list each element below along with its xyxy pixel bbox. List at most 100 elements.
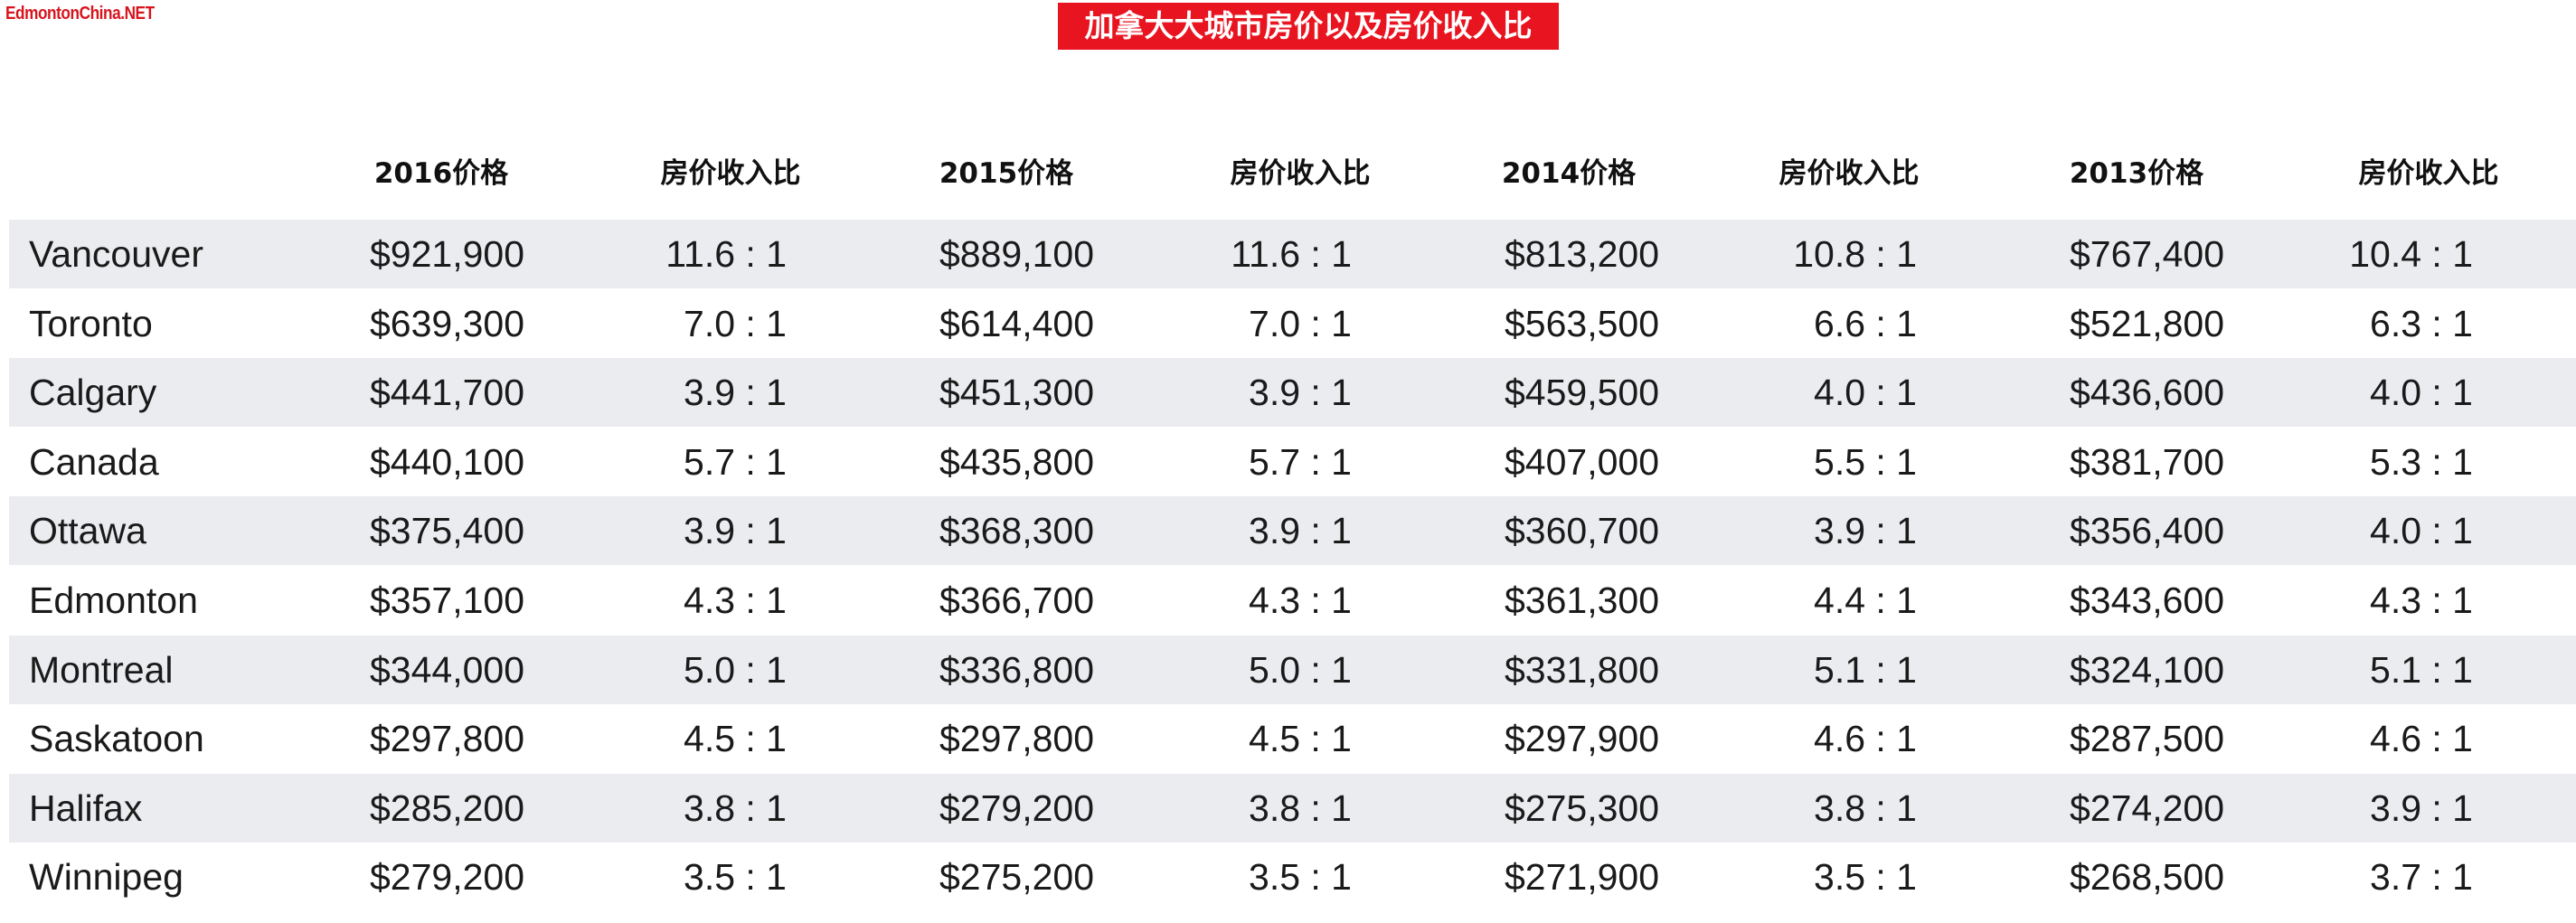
- price-2013: $268,500: [2069, 856, 2224, 899]
- price-2014: $297,900: [1504, 718, 1659, 760]
- ratio-2015: 5.7 : 1: [1249, 440, 1352, 483]
- ratio-2013: 5.1 : 1: [2370, 648, 2473, 691]
- price-2014: $361,300: [1504, 579, 1659, 621]
- ratio-2014: 6.6 : 1: [1814, 302, 1917, 344]
- price-2016: $297,800: [369, 718, 524, 760]
- price-2014: $360,700: [1504, 510, 1659, 552]
- ratio-2016: 3.8 : 1: [684, 786, 787, 829]
- ratio-2016: 3.9 : 1: [684, 510, 787, 552]
- price-2016: $279,200: [369, 856, 524, 899]
- ratio-2015: 4.3 : 1: [1249, 579, 1352, 621]
- ratio-2015: 3.9 : 1: [1249, 372, 1352, 414]
- city-name: Toronto: [29, 302, 153, 344]
- price-2013: $324,100: [2069, 648, 2224, 691]
- ratio-2016: 7.0 : 1: [684, 302, 787, 344]
- price-2013: $436,600: [2069, 372, 2224, 414]
- table-row: Ottawa $375,400 3.9 : 1 $368,300 3.9 : 1 $360…: [9, 496, 2576, 566]
- ratio-2013: 4.6 : 1: [2370, 718, 2473, 760]
- ratio-2014: 4.6 : 1: [1814, 718, 1917, 760]
- ratio-2014: 3.5 : 1: [1814, 856, 1917, 899]
- price-2013: $381,700: [2069, 440, 2224, 483]
- city-name: Vancouver: [29, 233, 203, 275]
- city-name: Saskatoon: [29, 718, 204, 760]
- ratio-2014: 4.4 : 1: [1814, 579, 1917, 621]
- header-2015-price: 2015价格: [939, 157, 1074, 190]
- table-row: Edmonton $357,100 4.3 : 1 $366,700 4.3 : 1 $3…: [9, 566, 2576, 635]
- ratio-2015: 5.0 : 1: [1249, 648, 1352, 691]
- price-2016: $441,700: [369, 372, 524, 414]
- price-2013: $287,500: [2069, 718, 2224, 760]
- price-2016: $440,100: [369, 440, 524, 483]
- price-2014: $331,800: [1504, 648, 1659, 691]
- price-2014: $459,500: [1504, 372, 1659, 414]
- ratio-2013: 4.0 : 1: [2370, 510, 2473, 552]
- ratio-2013: 4.3 : 1: [2370, 579, 2473, 621]
- ratio-2016: 11.6 : 1: [665, 233, 787, 275]
- ratio-2016: 3.9 : 1: [684, 372, 787, 414]
- price-2016: $344,000: [369, 648, 524, 691]
- price-2013: $343,600: [2069, 579, 2224, 621]
- city-name: Ottawa: [29, 510, 146, 552]
- ratio-2013: 10.4 : 1: [2349, 233, 2473, 275]
- price-2013: $767,400: [2069, 233, 2224, 275]
- table-row: Montreal $344,000 5.0 : 1 $336,800 5.0 : 1 $3…: [9, 635, 2576, 704]
- header-2013-ratio: 房价收入比: [2358, 157, 2499, 190]
- price-2016: $357,100: [369, 579, 524, 621]
- ratio-2013: 6.3 : 1: [2370, 302, 2473, 344]
- watermark-logo: EdmontonChina.NET: [5, 4, 155, 24]
- ratio-2015: 3.9 : 1: [1249, 510, 1352, 552]
- ratio-2016: 4.3 : 1: [684, 579, 787, 621]
- table-row: Vancouver $921,900 11.6 : 1 $889,100 11.6 : …: [9, 220, 2576, 288]
- price-2016: $375,400: [369, 510, 524, 552]
- price-2016: $639,300: [369, 302, 524, 344]
- city-name: Montreal: [29, 648, 174, 691]
- price-2014: $275,300: [1504, 786, 1659, 829]
- ratio-2014: 10.8 : 1: [1793, 233, 1917, 275]
- price-2015: $451,300: [939, 372, 1094, 414]
- price-2015: $614,400: [939, 302, 1094, 344]
- ratio-2015: 11.6 : 1: [1231, 233, 1352, 275]
- ratio-2015: 3.5 : 1: [1249, 856, 1352, 899]
- price-2015: $279,200: [939, 786, 1094, 829]
- ratio-2015: 3.8 : 1: [1249, 786, 1352, 829]
- ratio-2013: 3.9 : 1: [2370, 786, 2473, 829]
- price-2014: $563,500: [1504, 302, 1659, 344]
- ratio-2014: 4.0 : 1: [1814, 372, 1917, 414]
- table-row: Toronto $639,300 7.0 : 1 $614,400 7.0 : 1 $56…: [9, 289, 2576, 358]
- ratio-2014: 3.8 : 1: [1814, 786, 1917, 829]
- ratio-2014: 5.1 : 1: [1814, 648, 1917, 691]
- table-row: Halifax $285,200 3.8 : 1 $279,200 3.8 : 1 $27…: [9, 773, 2576, 843]
- ratio-2016: 3.5 : 1: [684, 856, 787, 899]
- price-2015: $275,200: [939, 856, 1094, 899]
- city-name: Edmonton: [29, 579, 198, 621]
- header-row: 2016价格 房价收入比 2015价格 房价收入比 2014价格 房价收入比 2013价格 房…: [9, 145, 2576, 202]
- table-row: Saskatoon $297,800 4.5 : 1 $297,800 4.5 : 1 $…: [9, 704, 2576, 773]
- city-name: Canada: [29, 440, 159, 483]
- header-2016-ratio: 房价收入比: [660, 157, 801, 190]
- ratio-2016: 5.0 : 1: [684, 648, 787, 691]
- price-2015: $297,800: [939, 718, 1094, 760]
- ratio-2014: 3.9 : 1: [1814, 510, 1917, 552]
- price-2015: $435,800: [939, 440, 1094, 483]
- price-2015: $368,300: [939, 510, 1094, 552]
- city-name: Winnipeg: [29, 856, 184, 899]
- chart-title: 加拿大大城市房价以及房价收入比: [1058, 3, 1559, 50]
- table-row: Canada $440,100 5.7 : 1 $435,800 5.7 : 1 $407…: [9, 428, 2576, 496]
- table-row: Calgary $441,700 3.9 : 1 $451,300 3.9 : 1 $45…: [9, 358, 2576, 428]
- price-2014: $407,000: [1504, 440, 1659, 483]
- price-2015: $889,100: [939, 233, 1094, 275]
- price-2014: $271,900: [1504, 856, 1659, 899]
- header-2014-price: 2014价格: [1501, 157, 1637, 190]
- ratio-2016: 5.7 : 1: [684, 440, 787, 483]
- ratio-2013: 3.7 : 1: [2370, 856, 2473, 899]
- header-2016-price: 2016价格: [373, 157, 509, 190]
- ratio-2013: 5.3 : 1: [2370, 440, 2473, 483]
- header-2014-ratio: 房价收入比: [1779, 157, 1920, 190]
- price-2014: $813,200: [1504, 233, 1659, 275]
- price-2013: $356,400: [2069, 510, 2224, 552]
- table-row: Winnipeg $279,200 3.5 : 1 $275,200 3.5 : 1 $2…: [9, 843, 2576, 911]
- price-2016: $285,200: [369, 786, 524, 829]
- ratio-2015: 7.0 : 1: [1249, 302, 1352, 344]
- price-2016: $921,900: [369, 233, 524, 275]
- ratio-2014: 5.5 : 1: [1814, 440, 1917, 483]
